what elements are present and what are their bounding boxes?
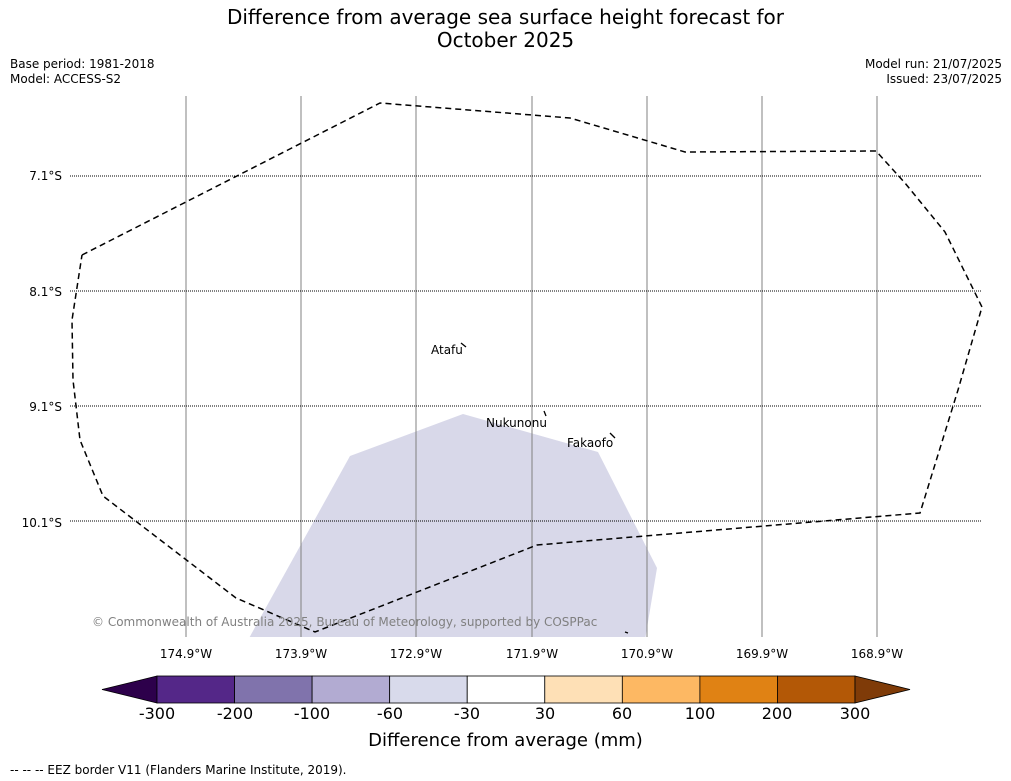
colorbar-tick-label: 60 (611, 704, 633, 723)
place-label-nukunonu: Nukunonu (486, 416, 547, 430)
colorbar-tick-label: 300 (839, 704, 871, 723)
model-run-text: Model run: 21/07/2025 (864, 57, 1002, 71)
colorbar-swatch (699, 675, 778, 704)
colorbar-tick-label: -100 (293, 704, 331, 723)
colorbar-tick-label: -200 (216, 704, 254, 723)
place-label-fakaofo: Fakaofo (567, 436, 613, 450)
map-panel: Atafu Nukunonu Fakaofo 7.1°S 8.1°S 9.1°S… (22, 96, 983, 661)
model-text: Model: ACCESS-S2 (10, 72, 122, 86)
lon-label: 172.9°W (390, 647, 442, 661)
colorbar (101, 675, 911, 704)
nukunonu-island-marker (543, 410, 547, 417)
lon-label: 173.9°W (275, 647, 327, 661)
lat-label: 8.1°S (29, 285, 62, 299)
swains-island-marker (624, 631, 629, 634)
longitude-gridlines (185, 96, 878, 637)
colorbar-swatch (389, 675, 468, 704)
colorbar-tick-label: -300 (138, 704, 176, 723)
base-period-text: Base period: 1981-2018 (10, 57, 155, 71)
lon-label: 174.9°W (160, 647, 212, 661)
lon-label: 171.9°W (506, 647, 558, 661)
atafu-island-marker (460, 342, 467, 348)
lon-label: 169.9°W (736, 647, 788, 661)
anomaly-region (249, 414, 657, 637)
colorbar-extend-low (101, 675, 158, 704)
latitude-gridlines (70, 175, 982, 522)
colorbar-swatch (311, 675, 391, 704)
lon-label: 168.9°W (851, 647, 903, 661)
colorbar-tick-label: 100 (684, 704, 716, 723)
fakaofo-island-marker (609, 432, 616, 439)
copyright-text: © Commonwealth of Australia 2025, Bureau… (92, 615, 597, 629)
colorbar-swatches (101, 675, 911, 704)
colorbar-title: Difference from average (mm) (368, 730, 643, 751)
colorbar-swatch (466, 675, 546, 704)
colorbar-swatch (234, 675, 313, 704)
eez-legend-footnote: -- -- -- EEZ border V11 (Flanders Marine… (10, 763, 347, 777)
colorbar-tick-label: 200 (761, 704, 793, 723)
place-label-atafu: Atafu (431, 343, 463, 357)
colorbar-tick-label: -30 (453, 704, 481, 723)
colorbar-swatch (621, 675, 701, 704)
title-line-2: October 2025 (436, 28, 575, 52)
eez-border (71, 102, 983, 633)
colorbar-swatch (544, 675, 623, 704)
colorbar-swatch (156, 675, 235, 704)
colorbar-tick-label: -60 (376, 704, 404, 723)
lat-label: 10.1°S (22, 516, 62, 530)
chart-title: Difference from average sea surface heig… (0, 6, 1011, 52)
title-line-1: Difference from average sea surface heig… (226, 5, 785, 29)
issued-text: Issued: 23/07/2025 (886, 72, 1002, 86)
meta-right: Model run: 21/07/2025 Issued: 23/07/2025 (865, 57, 1002, 87)
lon-label: 170.9°W (621, 647, 673, 661)
meta-left: Base period: 1981-2018 Model: ACCESS-S2 (10, 57, 155, 87)
lat-label: 7.1°S (29, 169, 62, 183)
lat-label: 9.1°S (29, 400, 62, 414)
colorbar-tick-label: 30 (534, 704, 556, 723)
colorbar-swatch (777, 675, 856, 704)
colorbar-extend-high (854, 675, 911, 704)
